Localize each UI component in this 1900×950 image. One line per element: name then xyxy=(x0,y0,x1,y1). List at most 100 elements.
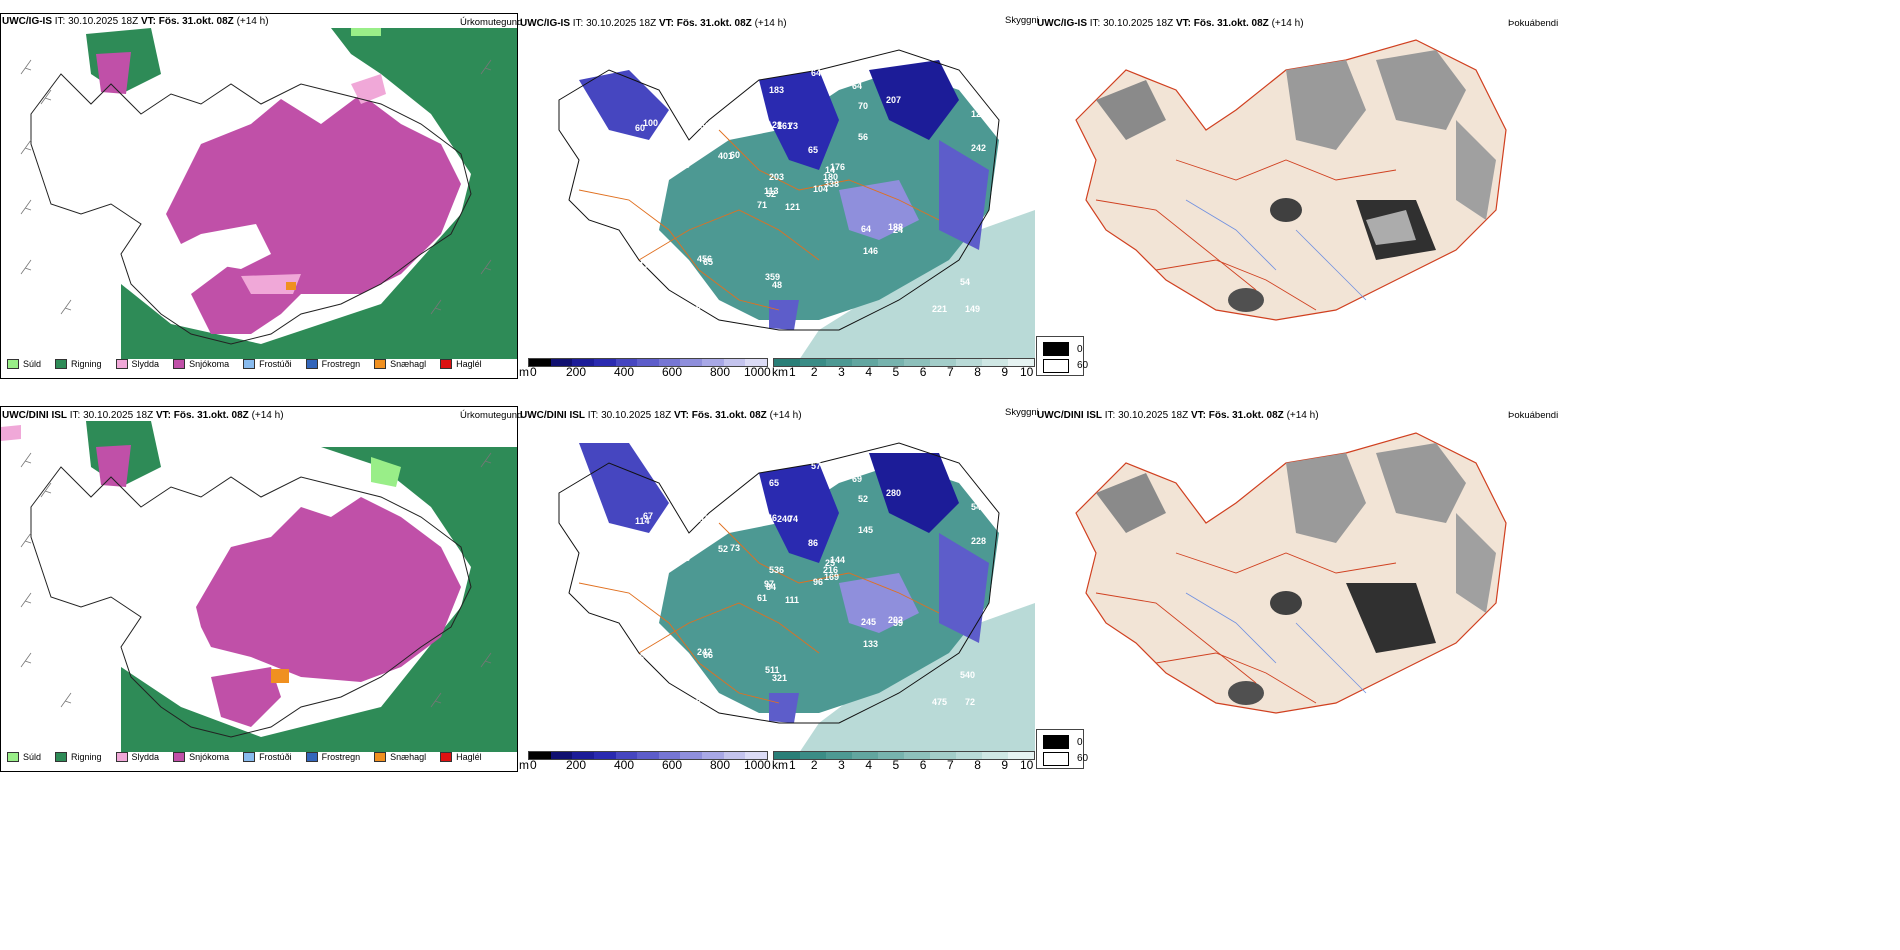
colorbar-tick-label: 200 xyxy=(565,758,587,772)
ceiling-value-label: 52 xyxy=(766,189,776,199)
colorbar-segment xyxy=(1008,359,1034,366)
legend-item: Frostregn xyxy=(305,359,360,369)
ceiling-value-label: 207 xyxy=(886,95,901,105)
it-value: 30.10.2025 18Z xyxy=(68,16,139,27)
ceiling-value-label: 230 xyxy=(592,152,607,162)
visibility-colorbar-top xyxy=(773,358,1035,367)
colorbar-tick-label: 6 xyxy=(919,758,927,772)
ceiling-value-label: 338 xyxy=(824,179,839,189)
ceiling-value-label: 64 xyxy=(621,294,631,304)
it-value: 30.10.2025 18Z xyxy=(586,18,657,29)
colorbar-tick-label: 400 xyxy=(613,365,635,379)
fog-legend-top: 0 60 xyxy=(1036,336,1088,376)
visibility-ticks-top: 1 2 3 4 5 6 7 8 9 10 xyxy=(787,365,1033,379)
ceiling-value-label: 256 xyxy=(695,121,710,131)
ceiling-value-label: 71 xyxy=(757,200,767,210)
lead-time: (+14 h) xyxy=(236,16,269,27)
legend-swatch xyxy=(173,359,186,369)
ceiling-value-label: 111 xyxy=(785,595,799,605)
colorbar-segment xyxy=(637,752,659,759)
ceiling-value-label: 128 xyxy=(767,120,782,130)
ceiling-value-label: 146 xyxy=(684,676,699,686)
legend-label: Slydda xyxy=(131,359,160,369)
header-ceiling-top: UWC/IG-IS IT: 30.10.2025 18Z VT: Fös. 31… xyxy=(520,18,787,29)
ceiling-value-label: 52 xyxy=(858,494,868,504)
ceiling-colorbar-top xyxy=(528,358,768,367)
ceiling-value-label: 511 xyxy=(765,665,780,675)
colorbar-tick-label: 2 xyxy=(810,758,818,772)
legend-item: Súld xyxy=(7,752,41,762)
colorbar-segment xyxy=(878,359,904,366)
colorbar-tick-label: 3 xyxy=(838,758,845,772)
ceiling-value-label: 180 xyxy=(823,172,838,182)
colorbar-tick-label: 800 xyxy=(709,365,731,379)
it-value: 30.10.2025 18Z xyxy=(1103,18,1174,29)
legend-item: Snjókoma xyxy=(173,752,229,762)
ceiling-value-label: 59 xyxy=(893,618,903,628)
ceiling-value-label: 169 xyxy=(824,572,839,582)
ceiling-value-label: 228 xyxy=(971,536,986,546)
ceiling-value-label: 64 xyxy=(861,224,871,234)
ceiling-value-label: 84 xyxy=(766,582,776,592)
header-precip-top: UWC/IG-IS IT: 30.10.2025 18Z VT: Fös. 31… xyxy=(2,16,269,27)
ceiling-ticks-top: 0 200 400 600 800 1000 xyxy=(528,365,771,379)
ceiling-value-label: 65 xyxy=(769,478,779,488)
colorbar-segment xyxy=(572,752,594,759)
ceiling-value-label: 60 xyxy=(684,283,694,293)
colorbar-segment xyxy=(615,752,638,759)
ceiling-value-label: 456 xyxy=(697,254,712,264)
ceiling-value-label: 664 xyxy=(696,301,711,311)
colorbar-segment xyxy=(680,752,703,759)
ceiling-map-top: 121 60 52 37 14 65 64 73 70 104 126 149 107 125 71 56 15… xyxy=(519,30,1035,360)
legend-label: Rigning xyxy=(71,359,102,369)
ceiling-value-label: 879 xyxy=(696,694,711,704)
legend-item: Frostúði xyxy=(243,359,292,369)
ceiling-value-label: 52 xyxy=(718,544,728,554)
panel-title-ceiling-top: Skyggni xyxy=(1005,15,1039,26)
panel-title-ceiling-bottom: Skyggni xyxy=(1005,407,1039,418)
colorbar-segment xyxy=(680,359,703,366)
model-name: UWC/IG-IS xyxy=(1037,18,1087,29)
colorbar-segment xyxy=(615,359,638,366)
ceiling-value-label: 125 xyxy=(971,109,986,119)
it-value: 30.10.2025 18Z xyxy=(83,410,154,421)
colorbar-segment xyxy=(593,359,616,366)
vt-label: VT: xyxy=(1175,18,1191,29)
ceiling-value-label: 475 xyxy=(932,697,947,707)
ceiling-value-label: 64 xyxy=(852,81,862,91)
ceiling-value-label: 133 xyxy=(863,639,878,649)
it-value: 30.10.2025 18Z xyxy=(601,410,672,421)
colorbar-segment xyxy=(702,752,724,759)
legend-swatch xyxy=(7,359,19,369)
colorbar-tick-label: 200 xyxy=(565,365,587,379)
precip-panel-top: Súld Rigning Slydda Snjókoma Frostúði Frostre… xyxy=(0,13,518,379)
legend-swatch xyxy=(440,752,453,762)
colorbar-segment xyxy=(774,359,800,366)
legend-item: Rigning xyxy=(55,752,102,762)
fog-legend-min: 0 xyxy=(1077,737,1083,748)
ceiling-value-label: 73 xyxy=(788,121,798,131)
legend-label: Snæhagl xyxy=(390,359,427,369)
visibility-unit-top: km xyxy=(772,365,788,379)
colorbar-segment xyxy=(593,752,616,759)
legend-item: Slydda xyxy=(115,359,160,369)
ceiling-value-label: 72 xyxy=(965,697,975,707)
vt-value: Fös. 31.okt. 08Z xyxy=(173,410,249,421)
ceiling-ticks-bottom: 0 200 400 600 800 1000 xyxy=(528,758,771,772)
colorbar-segment xyxy=(774,752,800,759)
ceiling-value-label: 57 xyxy=(811,461,821,471)
vt-value: Fös. 31.okt. 08Z xyxy=(158,16,234,27)
vt-value: Fös. 31.okt. 08Z xyxy=(691,410,767,421)
fog-legend-max: 60 xyxy=(1077,753,1089,764)
colorbar-segment xyxy=(550,359,573,366)
fog-map-top xyxy=(1036,30,1554,335)
ceiling-value-label: 61 xyxy=(757,593,767,603)
ceiling-value-label: 171 xyxy=(639,260,654,270)
model-name: UWC/DINI ISL xyxy=(2,410,67,421)
fog-map-bottom xyxy=(1036,423,1554,728)
colorbar-segment xyxy=(745,359,768,366)
colorbar-segment xyxy=(852,752,878,759)
it-label: IT: xyxy=(69,410,81,421)
precip-legend-bottom: Súld Rigning Slydda Snjókoma Frostúði Frostre… xyxy=(7,752,482,762)
ceiling-value-label: 180 xyxy=(675,160,690,170)
